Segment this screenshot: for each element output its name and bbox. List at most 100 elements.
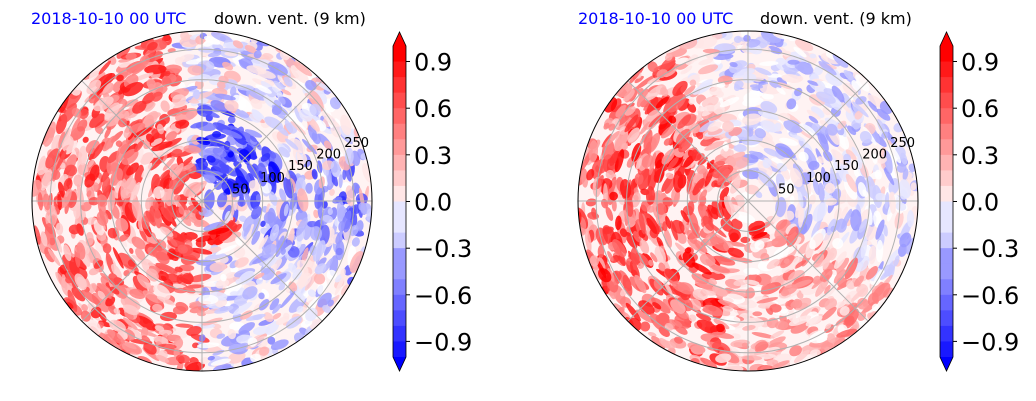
colorbar-segment — [940, 279, 953, 296]
heatmap-cell — [212, 130, 222, 138]
heatmap-cell — [265, 321, 280, 335]
heatmap-cell — [196, 137, 211, 145]
heatmap-cell — [76, 242, 86, 260]
heatmap-cell — [309, 226, 323, 241]
colorbar-segment — [393, 217, 406, 234]
heatmap-cell — [264, 116, 284, 130]
heatmap-cell — [82, 136, 89, 143]
heatmap-cell — [153, 208, 162, 229]
heatmap-cell — [180, 31, 190, 41]
date-label: 2018-10-10 00 UTC — [578, 9, 734, 28]
heatmap-cell — [296, 152, 305, 168]
heatmap-cell — [246, 65, 267, 75]
colorbar-tick-label: −0.3 — [414, 235, 472, 263]
heatmap-cell — [139, 228, 147, 242]
heatmap-cell — [133, 127, 152, 138]
heatmap-cell — [61, 273, 68, 291]
heatmap-cell — [61, 135, 74, 153]
colorbar-extend-min — [393, 357, 406, 371]
heatmap-cell — [146, 78, 156, 89]
heatmap-cell — [193, 90, 200, 100]
heatmap-cell — [263, 211, 276, 224]
heatmap-cell — [113, 308, 121, 315]
heatmap-cell — [296, 305, 304, 313]
heatmap-cell — [102, 82, 112, 94]
heatmap-cell — [204, 253, 227, 260]
heatmap-cell — [301, 247, 309, 264]
colorbar-tick-label: −0.9 — [961, 328, 1019, 356]
heatmap-cell — [51, 169, 61, 180]
heatmap-cell — [313, 273, 326, 285]
heatmap-cell — [275, 315, 290, 326]
heatmap-cell — [146, 268, 159, 282]
heatmap-cell — [116, 74, 124, 82]
polar-grid — [32, 31, 372, 371]
heatmap-cell — [252, 109, 263, 121]
heatmap-cell — [121, 342, 143, 355]
heatmap-cell — [71, 116, 81, 135]
heatmap-cell — [185, 361, 205, 371]
heatmap-cell — [260, 152, 271, 162]
heatmap-cell — [283, 76, 293, 87]
heatmap-cell — [105, 209, 112, 220]
heatmap-cell — [190, 247, 213, 255]
heatmap-cell — [207, 51, 222, 58]
heatmap-cell — [244, 45, 257, 54]
colorbar-segment — [393, 108, 406, 125]
heatmap-cell — [63, 244, 72, 261]
heatmap-cell — [68, 224, 81, 235]
heatmap-cell — [81, 289, 101, 305]
heatmap-cell — [255, 84, 272, 94]
radial-tick-label: 200 — [316, 148, 341, 163]
heatmap-cell — [307, 289, 316, 298]
heatmap-cell — [73, 174, 84, 187]
radial-tick-label: 150 — [288, 159, 313, 174]
heatmap-cell — [289, 138, 306, 154]
heatmap-cell — [340, 284, 350, 296]
heatmap-cell — [203, 40, 214, 47]
heatmap-cell — [180, 254, 197, 265]
heatmap-cell — [231, 190, 241, 198]
heatmap-cell — [108, 273, 119, 286]
heatmap-cell — [316, 160, 323, 174]
heatmap-cell — [239, 215, 247, 222]
heatmap-cell — [238, 187, 244, 199]
heatmap-cell — [147, 41, 158, 51]
heatmap-cell — [124, 325, 144, 340]
heatmap-cell — [238, 149, 251, 163]
colorbar-segment — [940, 77, 953, 94]
heatmap-cell — [210, 32, 233, 43]
polar-frame — [31, 30, 373, 372]
heatmap-cell — [89, 113, 106, 129]
heatmap-cell — [55, 271, 66, 288]
heatmap-cell — [323, 140, 332, 150]
colorbar-segment — [940, 108, 953, 125]
heatmap-cell — [238, 322, 255, 335]
heatmap-cell — [309, 103, 321, 117]
heatmap-cell — [140, 327, 149, 338]
heatmap-cell — [248, 180, 260, 192]
colorbar-segment — [393, 341, 406, 358]
heatmap-cell — [107, 150, 120, 164]
heatmap-cell — [268, 150, 277, 159]
heatmap-cell — [152, 303, 163, 312]
heatmap-cell — [224, 271, 237, 279]
heatmap-cell — [40, 231, 48, 247]
heatmap-cell — [116, 140, 128, 163]
heatmap-cell — [65, 164, 78, 177]
heatmap-cell — [261, 243, 277, 259]
heatmap-cell — [268, 191, 278, 206]
heatmap-cell — [238, 270, 255, 285]
heatmap-cell — [97, 290, 106, 300]
colorbar-segment — [393, 248, 406, 265]
heatmap-cell — [42, 193, 51, 211]
heatmap-cell — [278, 283, 286, 291]
heatmap-cell — [131, 198, 144, 222]
heatmap-cell — [156, 296, 175, 306]
heatmap-cell — [96, 210, 109, 226]
heatmap-cell — [62, 102, 77, 123]
heatmap-cell — [105, 296, 116, 307]
heatmap-cell — [115, 217, 129, 232]
